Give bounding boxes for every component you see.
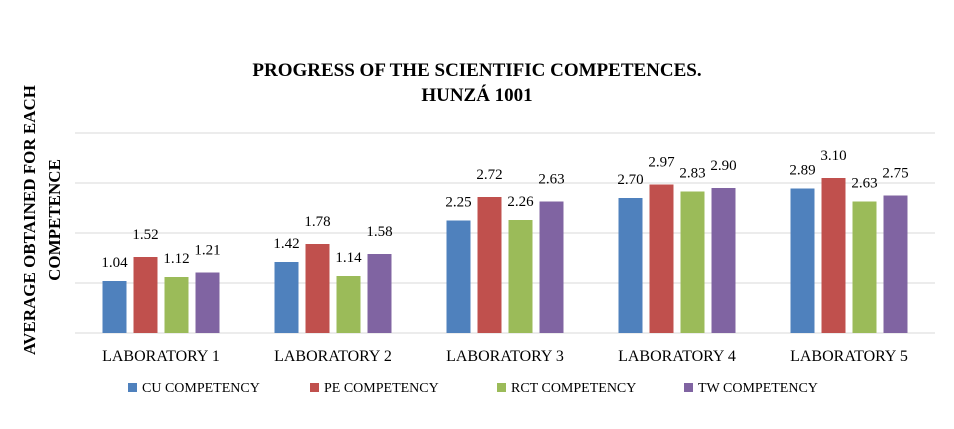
- category-label: LABORATORY 2: [274, 348, 392, 365]
- legend-label: PE COMPETENCY: [324, 381, 439, 396]
- bar: [367, 254, 392, 333]
- category-label: LABORATORY 3: [446, 348, 564, 365]
- data-label: 1.78: [304, 214, 330, 230]
- legend-swatch: [310, 383, 319, 392]
- data-label: 2.70: [617, 172, 643, 188]
- legend: CU COMPETENCY PE COMPETENCY RCT COMPETENCY…: [128, 381, 818, 396]
- bar: [274, 262, 299, 333]
- legend-swatch: [497, 383, 506, 392]
- bar: [883, 195, 908, 333]
- bar: [852, 201, 877, 333]
- y-axis-title-line-1: AVERAGE OBTAINED FOR EACH: [20, 85, 39, 355]
- bar: [618, 198, 643, 333]
- bars: [102, 178, 908, 333]
- legend-label: TW COMPETENCY: [698, 381, 818, 396]
- data-label: 2.63: [538, 172, 564, 188]
- legend-label: RCT COMPETENCY: [511, 381, 636, 396]
- data-label: 1.58: [366, 224, 392, 240]
- bar: [305, 244, 330, 333]
- bar: [508, 220, 533, 333]
- chart-title-line-1: PROGRESS OF THE SCIENTIFIC COMPETENCES.: [252, 60, 701, 81]
- bar: [195, 272, 220, 333]
- data-label: 2.90: [710, 158, 736, 174]
- data-label: 1.14: [335, 250, 362, 266]
- bar: [102, 281, 127, 333]
- category-label: LABORATORY 5: [790, 348, 908, 365]
- y-axis-title: AVERAGE OBTAINED FOR EACH COMPETENCE: [20, 85, 64, 355]
- bar: [446, 220, 471, 333]
- category-label: LABORATORY 1: [102, 348, 220, 365]
- bar: [711, 188, 736, 333]
- data-label: 3.10: [820, 148, 846, 164]
- bar: [336, 276, 361, 333]
- bar: [790, 188, 815, 333]
- bar: [649, 184, 674, 333]
- data-label: 1.42: [273, 236, 299, 252]
- data-label: 2.97: [648, 155, 675, 171]
- data-label: 2.72: [476, 167, 502, 183]
- chart-title: PROGRESS OF THE SCIENTIFIC COMPETENCES. …: [252, 60, 701, 106]
- bar: [477, 197, 502, 333]
- data-label: 1.12: [163, 251, 189, 267]
- bar: [133, 257, 158, 333]
- bar: [164, 277, 189, 333]
- data-label: 2.75: [882, 166, 908, 182]
- data-label: 2.83: [679, 166, 705, 182]
- data-label: 1.04: [101, 255, 128, 271]
- y-axis-title-line-2: COMPETENCE: [45, 159, 64, 281]
- legend-swatch: [684, 383, 693, 392]
- legend-swatch: [128, 383, 137, 392]
- data-label: 2.63: [851, 176, 877, 192]
- chart-title-line-2: HUNZÁ 1001: [421, 84, 532, 106]
- data-label: 1.21: [194, 243, 220, 259]
- data-label: 2.25: [445, 195, 471, 211]
- category-label: LABORATORY 4: [618, 348, 736, 365]
- category-labels: LABORATORY 1 LABORATORY 2 LABORATORY 3 LABO…: [102, 348, 908, 365]
- data-label: 2.89: [789, 163, 815, 179]
- bar: [539, 201, 564, 333]
- bar: [821, 178, 846, 333]
- data-labels: 1.041.52 1.12 1.21 1.42 1.78 1.141.58 2.25 2.72…: [101, 148, 908, 271]
- legend-label: CU COMPETENCY: [142, 381, 260, 396]
- data-label: 2.26: [507, 194, 534, 210]
- data-label: 1.52: [132, 227, 158, 243]
- bar: [680, 191, 705, 333]
